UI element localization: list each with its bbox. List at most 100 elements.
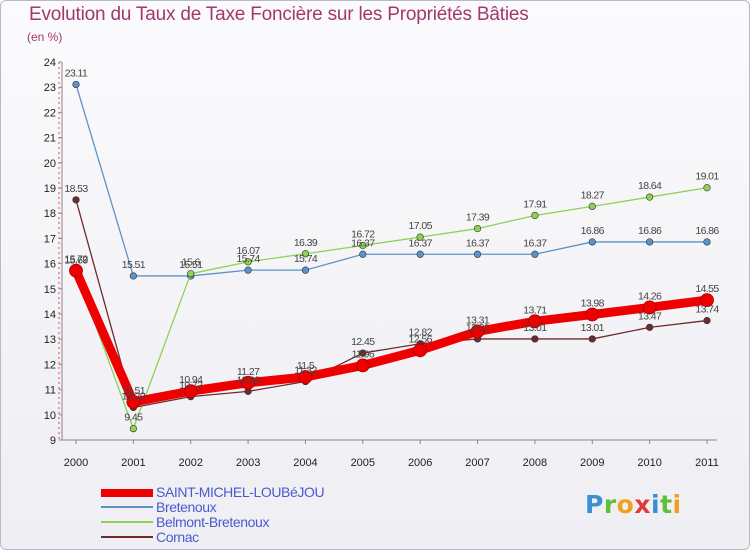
data-point-bretenoux[interactable] [359, 250, 367, 258]
data-label-bretenoux: 15.51 [179, 259, 203, 271]
series-layer [69, 80, 714, 433]
data-label-belmont-bretenoux: 16.07 [236, 245, 260, 257]
data-point-saint-michel-loubejou[interactable] [585, 307, 600, 322]
data-point-bretenoux[interactable] [703, 238, 711, 246]
data-point-cornac[interactable] [588, 335, 596, 343]
data-point-saint-michel-loubejou[interactable] [413, 343, 428, 358]
data-point-cornac[interactable] [531, 335, 539, 343]
data-point-bretenoux[interactable] [588, 238, 596, 246]
data-point-cornac[interactable] [646, 323, 654, 331]
data-point-belmont-bretenoux[interactable] [301, 250, 310, 258]
data-label-saint-michel-loubejou: 10.51 [122, 385, 146, 397]
data-point-bretenoux[interactable] [416, 250, 424, 258]
data-label-bretenoux: 16.37 [409, 237, 433, 249]
legend-swatch-belmont-bretenoux [101, 521, 153, 523]
data-label-belmont-bretenoux: 16.39 [294, 237, 318, 249]
x-tick-label: 2011 [695, 457, 719, 469]
data-point-belmont-bretenoux[interactable] [703, 184, 711, 192]
y-tick-label: 9 [50, 435, 56, 447]
y-tick-label: 11 [45, 385, 56, 397]
data-point-saint-michel-loubejou[interactable] [183, 384, 198, 399]
y-tick-label: 14 [44, 309, 56, 321]
data-point-cornac[interactable] [72, 196, 80, 204]
chart-title: Evolution du Taux de Taxe Foncière sur l… [29, 4, 529, 25]
data-label-saint-michel-loubejou: 10.94 [179, 374, 203, 386]
legend-label-saint-michel: SAINT-MICHEL-LOUBéJOU [156, 484, 325, 500]
x-tick-label: 2004 [293, 457, 317, 469]
data-point-belmont-bretenoux[interactable] [588, 202, 596, 210]
data-point-belmont-bretenoux[interactable] [244, 258, 252, 266]
series-line-saint-michel-loubejou [71, 266, 712, 407]
data-point-cornac[interactable] [703, 316, 711, 325]
data-point-bretenoux[interactable] [531, 250, 539, 258]
chart-legend: SAINT-MICHEL-LOUBéJOU Bretenoux Belmont-… [101, 484, 361, 545]
data-point-saint-michel-loubejou[interactable] [126, 395, 141, 409]
data-labels-layer: 23.11 15.51 15.51 15.74 15.74 16.37 16.37 16.37… [64, 67, 720, 424]
data-label-bretenoux: 16.86 [581, 225, 605, 237]
data-label-bretenoux: 16.37 [351, 237, 375, 249]
data-point-bretenoux[interactable] [646, 238, 654, 246]
data-label-belmont-bretenoux: 15.69 [64, 254, 88, 266]
data-point-saint-michel-loubejou[interactable] [642, 300, 657, 315]
y-tick-label: 20 [44, 158, 56, 170]
legend-label-belmont-bretenoux: Belmont-Bretenoux [156, 514, 270, 530]
x-tick-label: 2003 [236, 457, 260, 469]
data-point-cornac[interactable] [359, 349, 367, 357]
data-point-bretenoux[interactable] [129, 272, 137, 280]
data-label-saint-michel-loubejou: 13.98 [581, 298, 605, 310]
data-label-belmont-bretenoux: 15.6 [182, 257, 201, 269]
data-point-belmont-bretenoux[interactable] [473, 224, 482, 233]
data-point-saint-michel-loubejou[interactable] [528, 314, 542, 329]
legend-item-cornac[interactable]: Cornac [101, 529, 361, 545]
data-label-bretenoux: 15.74 [294, 253, 318, 265]
data-label-belmont-bretenoux: 18.64 [638, 180, 662, 192]
data-label-cornac: 10.72 [179, 380, 203, 392]
data-label-cornac: 12.82 [409, 327, 433, 339]
legend-item-saint-michel[interactable]: SAINT-MICHEL-LOUBéJOU [101, 484, 361, 500]
legend-item-bretenoux[interactable]: Bretenoux [101, 499, 361, 515]
data-point-saint-michel-loubejou[interactable] [298, 370, 313, 384]
data-point-belmont-bretenoux[interactable] [187, 270, 195, 278]
data-point-saint-michel-loubejou[interactable] [69, 263, 83, 278]
y-tick-label: 18 [44, 208, 56, 220]
data-label-saint-michel-loubejou: 11.96 [352, 348, 375, 360]
data-label-belmont-bretenoux: 17.39 [466, 212, 490, 224]
data-point-belmont-bretenoux[interactable] [531, 211, 539, 220]
proxiti-logo: Proxiti [585, 490, 682, 519]
y-tick-label: 24 [44, 57, 56, 69]
y-tick-label: 17 [44, 233, 56, 245]
data-point-bretenoux[interactable] [301, 266, 310, 274]
data-point-bretenoux[interactable] [72, 80, 80, 89]
data-label-cornac: 18.53 [64, 183, 88, 195]
logo-letter: o [616, 490, 635, 519]
data-label-cornac: 11.32 [294, 365, 317, 377]
data-point-belmont-bretenoux[interactable] [416, 233, 424, 241]
data-point-bretenoux[interactable] [244, 266, 252, 274]
data-point-belmont-bretenoux[interactable] [359, 241, 367, 250]
data-label-saint-michel-loubejou: 13.31 [466, 314, 490, 326]
logo-letter: i [651, 490, 661, 519]
x-tick-label: 2002 [178, 457, 202, 469]
data-point-belmont-bretenoux[interactable] [129, 425, 137, 433]
data-label-bretenoux: 16.37 [523, 237, 547, 249]
legend-swatch-cornac [101, 536, 153, 538]
data-point-saint-michel-loubejou[interactable] [700, 293, 714, 308]
legend-item-belmont-bretenoux[interactable]: Belmont-Bretenoux [101, 514, 361, 530]
data-label-belmont-bretenoux: 17.91 [523, 198, 547, 210]
data-label-cornac: 13.47 [638, 310, 662, 322]
legend-label-bretenoux: Bretenoux [156, 499, 217, 515]
data-label-bretenoux: 15.51 [122, 259, 146, 271]
data-point-belmont-bretenoux[interactable] [646, 193, 654, 201]
data-point-saint-michel-loubejou[interactable] [470, 324, 485, 339]
data-label-belmont-bretenoux: 9.45 [124, 412, 143, 424]
series-cornac [72, 196, 711, 412]
data-point-bretenoux[interactable] [473, 250, 482, 258]
x-tick-label: 2007 [465, 457, 489, 469]
data-point-saint-michel-loubejou[interactable] [241, 375, 255, 390]
x-tick-label: 2005 [351, 457, 375, 469]
data-label-belmont-bretenoux: 16.72 [351, 228, 375, 240]
series-bretenoux [72, 80, 711, 280]
data-point-saint-michel-loubejou[interactable] [355, 358, 370, 373]
y-tick-label: 21 [44, 133, 56, 145]
data-label-saint-michel-loubejou: 11.5 [297, 360, 315, 372]
